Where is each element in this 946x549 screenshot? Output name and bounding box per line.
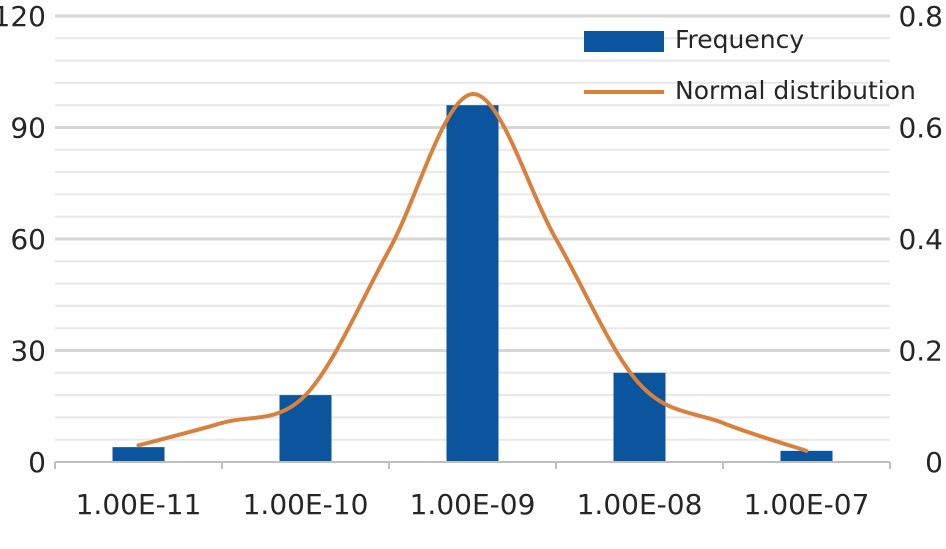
bar-1.00E-07 xyxy=(780,450,833,462)
y-left-tick-label: 90 xyxy=(10,112,46,145)
y-left-tick-label: 0 xyxy=(28,446,46,479)
bar-1.00E-08 xyxy=(613,372,666,462)
y-left-tick-label: 30 xyxy=(10,335,46,368)
x-tick-label: 1.00E-09 xyxy=(410,488,536,521)
y-axis-right: 0 0.2 0.4 0.6 0.8 xyxy=(898,0,943,479)
frequency-bars xyxy=(112,105,833,462)
x-axis xyxy=(54,461,891,469)
legend-label-normal-distribution: Normal distribution xyxy=(675,76,916,105)
normal-distribution-line xyxy=(136,92,809,453)
legend: Frequency Normal distribution xyxy=(584,25,916,105)
y-right-tick-label: 0.6 xyxy=(898,112,943,145)
y-right-tick-label: 0.2 xyxy=(898,335,943,368)
normal-distribution-curve xyxy=(136,92,809,453)
y-left-tick-label: 120 xyxy=(0,0,46,33)
x-tick-label: 1.00E-10 xyxy=(243,488,369,521)
y-right-tick-label: 0 xyxy=(925,446,943,479)
legend-swatch-frequency xyxy=(584,31,664,52)
y-right-tick-label: 0.4 xyxy=(898,223,943,256)
bar-1.00E-11 xyxy=(112,447,165,462)
legend-label-frequency: Frequency xyxy=(675,25,804,54)
y-right-tick-label: 0.8 xyxy=(898,0,943,33)
x-tick-label: 1.00E-11 xyxy=(76,488,202,521)
x-tick-label: 1.00E-07 xyxy=(744,488,870,521)
bar-1.00E-09 xyxy=(446,105,499,462)
y-axis-left: 0 30 60 90 120 xyxy=(0,0,46,479)
bar-1.00E-10 xyxy=(279,395,332,462)
x-tick-label: 1.00E-08 xyxy=(577,488,703,521)
x-tick-labels: 1.00E-11 1.00E-10 1.00E-09 1.00E-08 1.00E-07 xyxy=(76,488,870,521)
y-left-tick-label: 60 xyxy=(10,223,46,256)
